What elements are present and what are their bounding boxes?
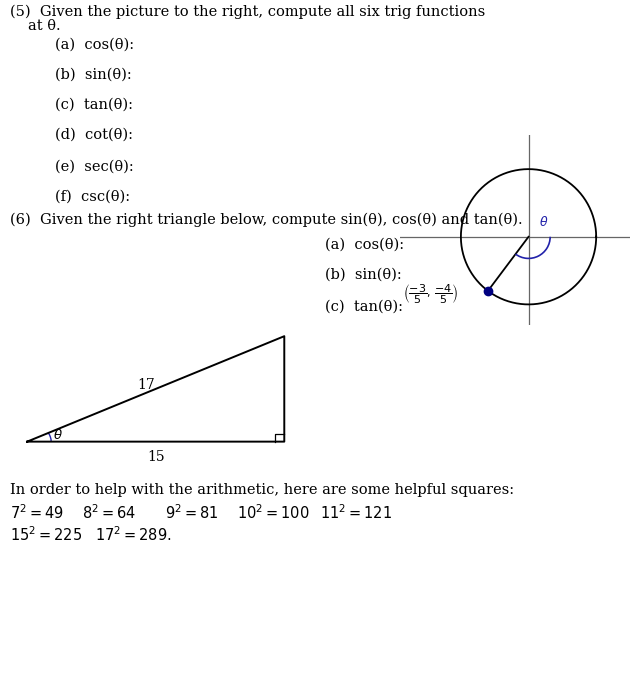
Text: $9^2 = 81$: $9^2 = 81$ xyxy=(165,503,219,522)
Text: at θ.: at θ. xyxy=(28,19,61,33)
Text: (b)  sin(θ):: (b) sin(θ): xyxy=(325,268,402,282)
Text: (b)  sin(θ):: (b) sin(θ): xyxy=(55,68,132,82)
Text: In order to help with the arithmetic, here are some helpful squares:: In order to help with the arithmetic, he… xyxy=(10,483,514,497)
Text: 15: 15 xyxy=(147,451,165,464)
Text: (c)  tan(θ):: (c) tan(θ): xyxy=(325,300,403,314)
Text: $7^2 = 49$: $7^2 = 49$ xyxy=(10,503,64,522)
Text: (a)  cos(θ):: (a) cos(θ): xyxy=(325,238,404,252)
Text: 17: 17 xyxy=(138,378,155,392)
Text: (c)  tan(θ):: (c) tan(θ): xyxy=(55,98,133,112)
Text: (e)  sec(θ):: (e) sec(θ): xyxy=(55,160,134,174)
Text: (d)  cot(θ):: (d) cot(θ): xyxy=(55,128,133,142)
Text: $\theta$: $\theta$ xyxy=(539,215,548,229)
Text: (a)  cos(θ):: (a) cos(θ): xyxy=(55,38,134,52)
Text: $10^2 = 100$: $10^2 = 100$ xyxy=(237,503,309,522)
Text: $\theta$: $\theta$ xyxy=(53,428,63,442)
Text: (f)  csc(θ):: (f) csc(θ): xyxy=(55,190,130,204)
Text: $\left(\dfrac{-3}{5},\,\dfrac{-4}{5}\right)$: $\left(\dfrac{-3}{5},\,\dfrac{-4}{5}\rig… xyxy=(403,283,459,306)
Text: (6)  Given the right triangle below, compute sin(θ), cos(θ) and tan(θ).: (6) Given the right triangle below, comp… xyxy=(10,213,522,227)
Text: $15^2 = 225$: $15^2 = 225$ xyxy=(10,525,82,544)
Text: $11^2 = 121$: $11^2 = 121$ xyxy=(320,503,392,522)
Text: $17^2 = 289.$: $17^2 = 289.$ xyxy=(95,525,172,544)
Text: $8^2 = 64$: $8^2 = 64$ xyxy=(82,503,136,522)
Text: (5)  Given the picture to the right, compute all six trig functions: (5) Given the picture to the right, comp… xyxy=(10,5,485,19)
